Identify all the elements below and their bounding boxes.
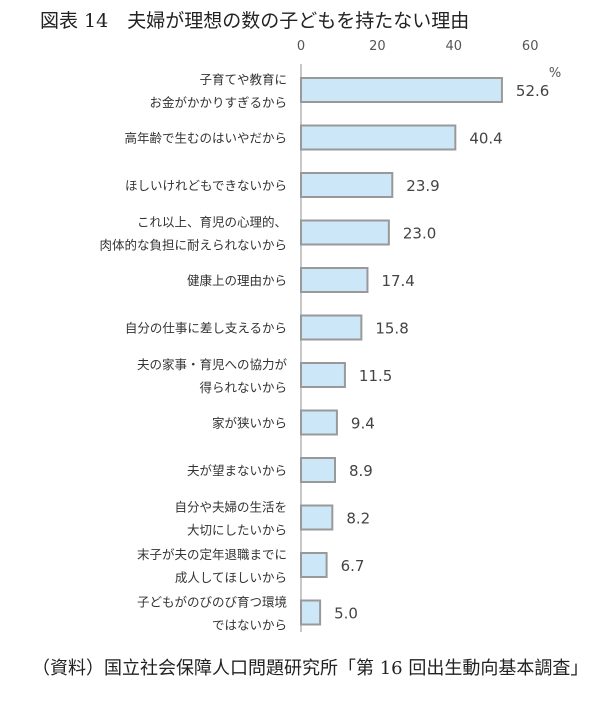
x-tick-label: 40	[446, 39, 463, 54]
category-label: 夫の家事・育児への協力が	[137, 357, 288, 372]
value-label: 23.9	[406, 177, 439, 195]
bar	[300, 219, 390, 246]
value-label: 40.4	[469, 130, 502, 148]
value-label: 5.0	[334, 605, 358, 623]
x-tick-label: 60	[522, 39, 539, 54]
bar	[300, 552, 328, 578]
unit-label: %	[549, 66, 561, 81]
value-label: 15.8	[375, 320, 408, 338]
category-label: 高年齢で生むのはいやだから	[124, 131, 287, 146]
category-label: お金がかかりすぎるから	[149, 95, 287, 110]
category-label: 大切にしたいから	[187, 523, 287, 538]
value-label: 9.4	[351, 415, 375, 433]
bar	[300, 362, 346, 388]
category-label: 子どもがのびのび育つ環境	[137, 595, 287, 610]
x-tick-label: 0	[297, 39, 305, 54]
value-label: 6.7	[341, 557, 365, 575]
value-label: 8.2	[346, 510, 370, 528]
bar	[300, 409, 338, 436]
bar	[300, 314, 363, 341]
x-tick-label: 20	[369, 39, 386, 54]
value-label: 8.9	[349, 462, 373, 480]
category-label: 自分の仕事に差し支えるから	[125, 321, 287, 336]
bar	[300, 267, 369, 293]
value-label: 52.6	[516, 82, 549, 100]
value-label: 17.4	[381, 272, 414, 290]
category-label: 成人してほしいから	[175, 570, 287, 585]
category-label: 夫が望まないから	[187, 463, 287, 478]
category-label: ほしいけれどもできないから	[125, 178, 287, 193]
bar	[300, 77, 503, 103]
category-label: 肉体的な負担に耐えられないから	[99, 238, 287, 253]
category-label: ではないから	[212, 618, 287, 633]
bar	[300, 599, 322, 626]
value-label: 23.0	[403, 225, 436, 243]
category-label: 健康上の理由から	[187, 273, 287, 288]
category-label: 末子が夫の定年退職までに	[137, 547, 287, 562]
bar	[300, 124, 457, 151]
category-label: 子育てや教育に	[199, 72, 287, 87]
source-note: （資料）国立社会保障人口問題研究所「第 16 回出生動向基本調査」	[32, 658, 589, 679]
bar	[300, 504, 334, 531]
category-label: これ以上、育児の心理的、	[137, 215, 287, 230]
category-label: 自分や夫婦の生活を	[174, 500, 287, 515]
value-label: 11.5	[359, 367, 392, 385]
chart-title: 図表 14 夫婦が理想の数の子どもを持たない理由	[40, 10, 470, 32]
bar	[300, 172, 394, 198]
category-label: 得られないから	[199, 380, 287, 395]
category-label: 家が狭いから	[212, 416, 287, 431]
bar	[300, 457, 336, 483]
